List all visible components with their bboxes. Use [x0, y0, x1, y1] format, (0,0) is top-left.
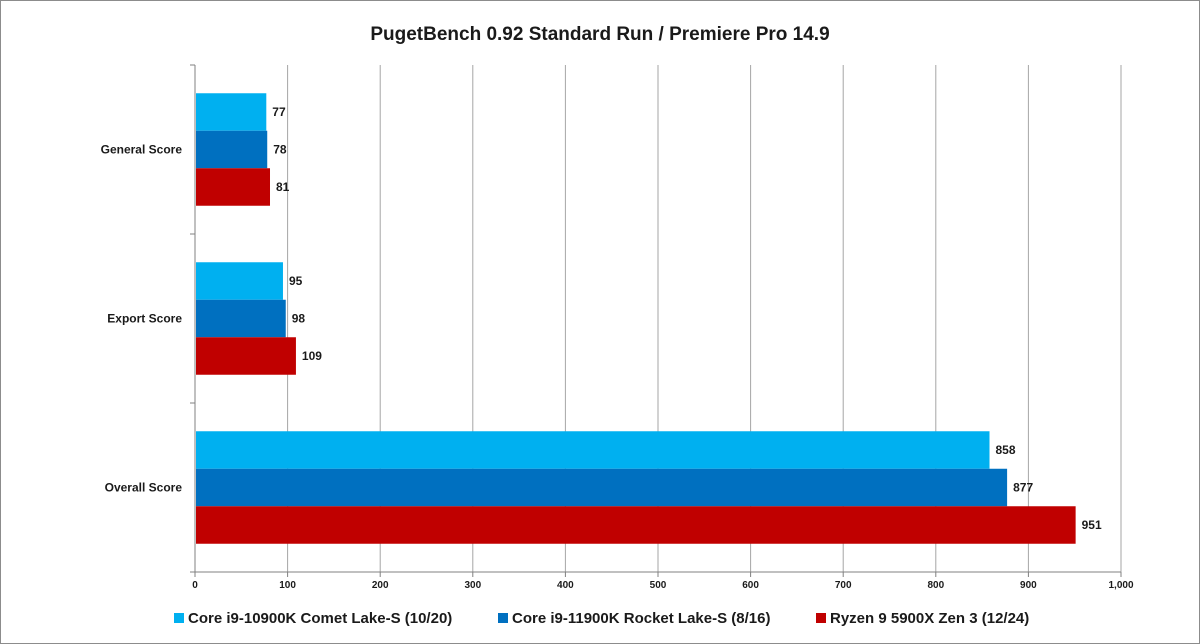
x-tick-label: 0: [192, 580, 198, 591]
legend: Core i9-10900K Comet Lake-S (10/20) Core …: [174, 610, 1029, 627]
x-tick-label: 600: [742, 580, 759, 591]
bar: [196, 168, 271, 206]
data-label: 951: [1082, 518, 1102, 532]
legend-swatch: [174, 613, 184, 623]
bar: [196, 468, 1008, 507]
bars: [196, 93, 1076, 544]
bar: [196, 130, 268, 169]
legend-swatch: [498, 613, 508, 623]
x-tick-label: 500: [650, 580, 667, 591]
bar: [196, 93, 267, 131]
labels: 0 100 200 300 400 500 600 700 800 900 1,000 General…: [101, 105, 1134, 591]
x-tick-label: 300: [464, 580, 481, 591]
data-label: 98: [292, 312, 306, 326]
x-tick-label: 200: [372, 580, 389, 591]
bar: [196, 431, 990, 469]
legend-swatch: [816, 613, 826, 623]
legend-label: Ryzen 9 5900X Zen 3 (12/24): [830, 610, 1029, 627]
x-tick-label: 700: [835, 580, 852, 591]
x-tick-label: 900: [1020, 580, 1037, 591]
bar: [196, 337, 296, 375]
data-label: 78: [273, 143, 287, 157]
category-label: Export Score: [107, 312, 182, 326]
x-tick-label: 1,000: [1108, 580, 1133, 591]
data-label: 109: [302, 349, 322, 363]
category-label: General Score: [101, 143, 183, 157]
legend-label: Core i9-10900K Comet Lake-S (10/20): [188, 610, 452, 627]
grid-lines: [287, 65, 1122, 572]
data-label: 877: [1013, 481, 1033, 495]
data-label: 858: [996, 443, 1016, 457]
category-label: Overall Score: [105, 481, 183, 495]
x-tick-label: 400: [557, 580, 574, 591]
x-tick-label: 100: [279, 580, 296, 591]
chart-title: PugetBench 0.92 Standard Run / Premiere …: [370, 24, 829, 45]
axes: [190, 64, 1122, 577]
bar: [196, 262, 283, 300]
data-label: 81: [276, 180, 290, 194]
x-tick-label: 800: [927, 580, 944, 591]
bar: [196, 299, 286, 338]
data-label: 95: [289, 274, 303, 288]
legend-label: Core i9-11900K Rocket Lake-S (8/16): [512, 610, 770, 627]
bar: [196, 506, 1076, 544]
data-label: 77: [272, 105, 286, 119]
